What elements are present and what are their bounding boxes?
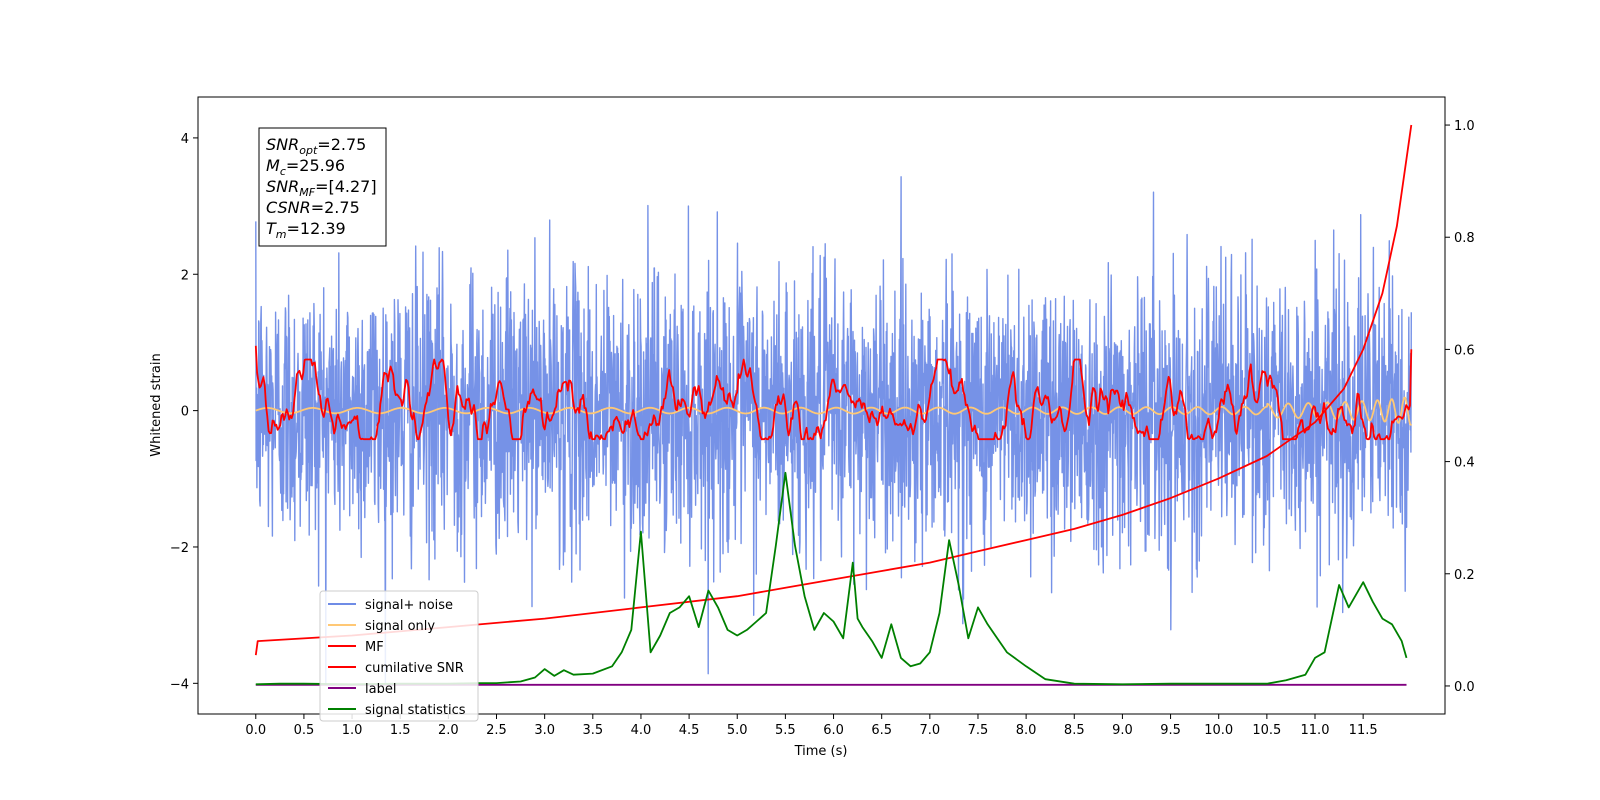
x-tick-label: 10.0 [1204, 723, 1233, 738]
info-line: SNRopt=2.75 [266, 135, 366, 157]
x-tick-label: 2.5 [486, 723, 507, 738]
plot-frame [197, 96, 1446, 715]
x-tick-label: 1.0 [342, 723, 363, 738]
y-axis-label: Whitened strain [149, 353, 164, 456]
x-tick-label: 9.5 [1160, 723, 1181, 738]
x-tick-label: 4.5 [679, 723, 700, 738]
x-tick-label: 3.0 [534, 723, 555, 738]
series-line-signal-noise [255, 176, 1412, 684]
y-tick-label: 4 [181, 132, 189, 147]
info-line: Tm=12.39 [266, 219, 346, 241]
x-tick-label: 9.0 [1112, 723, 1133, 738]
legend: signal+ noise signal only MF cumilative SNR… [319, 590, 479, 722]
x-tick-label: 8.0 [1016, 723, 1037, 738]
series-line-signal-statistics [255, 471, 1408, 686]
series-line-mf [254, 345, 1413, 441]
x-tick-label: 6.5 [871, 723, 892, 738]
legend-entry: signal+ noise [365, 598, 453, 613]
info-box-frame [258, 127, 387, 247]
legend-entry: signal statistics [365, 703, 466, 718]
y-tick-label: −4 [170, 677, 189, 692]
axes: 0.0 0.5 1.0 1.5 2.0 2.5 3.0 3.5 4.0 4.5 5.0 5.5 6.0 6… [170, 119, 1475, 738]
x-tick-label: 1.5 [390, 723, 411, 738]
y2-tick-label: 0.4 [1454, 456, 1475, 471]
y2-tick-label: 0.0 [1454, 680, 1475, 695]
x-axis-label: Time (s) [794, 744, 848, 759]
info-line: CSNR=2.75 [266, 198, 360, 217]
info-box: SNRopt=2.75Mc=25.96SNRMF=[4.27]CSNR=2.75… [258, 127, 387, 247]
y-tick-label: −2 [170, 541, 189, 556]
x-tick-label: 4.0 [631, 723, 652, 738]
x-tick-label: 7.0 [919, 723, 940, 738]
y-tick-label: 0 [181, 405, 189, 420]
info-line: SNRMF=[4.27] [266, 177, 377, 199]
legend-entry: cumilative SNR [365, 661, 464, 676]
y2-tick-label: 0.6 [1454, 343, 1475, 358]
x-tick-label: 5.0 [727, 723, 748, 738]
x-tick-label: 0.5 [294, 723, 315, 738]
y2-tick-label: 0.2 [1454, 568, 1475, 583]
plot-area [254, 124, 1413, 686]
x-tick-label: 11.0 [1301, 723, 1330, 738]
x-tick-label: 2.0 [438, 723, 459, 738]
x-tick-label: 11.5 [1349, 723, 1378, 738]
info-line: Mc=25.96 [266, 156, 345, 178]
y2-tick-label: 1.0 [1454, 119, 1475, 134]
legend-frame [319, 590, 479, 722]
legend-entry: MF [365, 640, 384, 655]
x-tick-label: 0.0 [245, 723, 266, 738]
x-tick-label: 5.5 [775, 723, 796, 738]
x-tick-label: 8.5 [1064, 723, 1085, 738]
legend-entry: label [365, 682, 396, 697]
x-tick-label: 6.0 [823, 723, 844, 738]
y2-tick-label: 0.8 [1454, 231, 1475, 246]
legend-entry: signal only [365, 619, 435, 634]
y-tick-label: 2 [181, 268, 189, 283]
x-tick-label: 10.5 [1252, 723, 1281, 738]
x-tick-label: 3.5 [582, 723, 603, 738]
x-tick-label: 7.5 [968, 723, 989, 738]
series-line-cumilative-snr [254, 124, 1413, 656]
